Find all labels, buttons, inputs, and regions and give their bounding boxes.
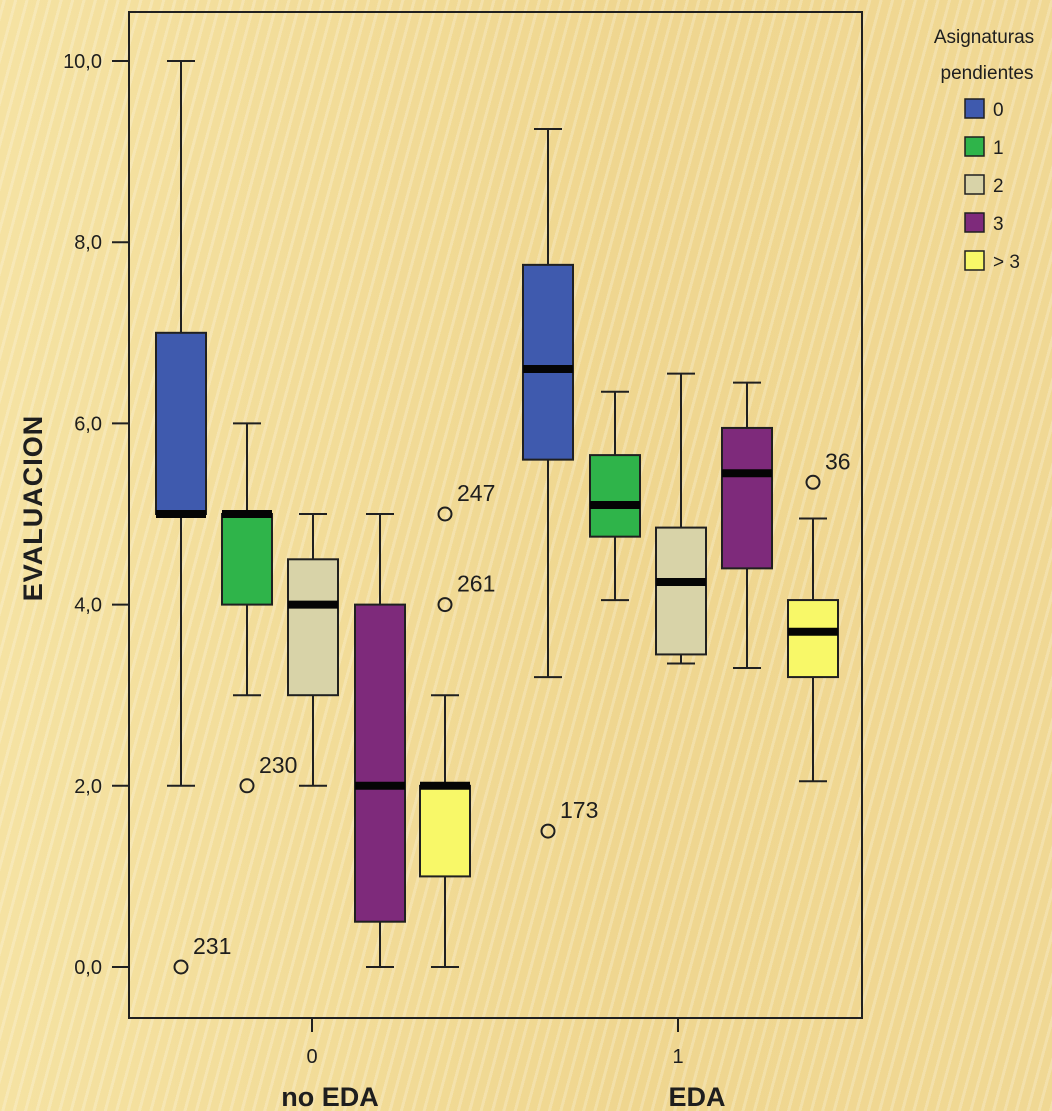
boxes-layer: 231 230 261 247 173 36 (155, 60, 851, 975)
y-tick-label-5: 10,0 (63, 51, 102, 73)
box-iqr (522, 263, 574, 461)
box-iqr (787, 599, 839, 679)
outlier-point (437, 506, 453, 522)
y-tick-label-2: 4,0 (74, 595, 102, 617)
legend-label: 1 (993, 138, 1004, 159)
y-axis: 0,0 2,0 4,0 6,0 8,0 10,0 (63, 51, 129, 979)
legend-swatch (964, 136, 985, 157)
box-iqr (721, 426, 773, 570)
legend-swatch (964, 250, 985, 271)
outlier-label: 247 (457, 480, 495, 506)
x-axis: 0 no EDA 1 EDA (281, 1018, 726, 1111)
box-iqr (354, 603, 406, 923)
outlier-label: 230 (259, 752, 297, 778)
outlier-point (805, 474, 821, 490)
box-0-4: 261 247 (419, 480, 495, 968)
legend-label: 0 (993, 100, 1004, 121)
legend: Asignaturas pendientes 0 1 2 3 > 3 (934, 27, 1034, 273)
legend-item-3: 3 (964, 212, 1004, 235)
legend-label: 2 (993, 176, 1004, 197)
box-0-0: 231 (155, 60, 231, 975)
x-tick-label-0: 0 (306, 1046, 317, 1068)
legend-swatch (964, 98, 985, 119)
outlier-label: 261 (457, 571, 495, 597)
legend-item-4: > 3 (964, 250, 1020, 273)
legend-title-line1: Asignaturas (934, 27, 1034, 48)
box-iqr (655, 526, 707, 656)
box-iqr (287, 558, 339, 697)
outlier-point (437, 597, 453, 613)
outlier-label: 36 (825, 448, 851, 474)
plot-frame (128, 11, 863, 1019)
legend-label: > 3 (993, 252, 1020, 273)
outlier-label: 173 (560, 797, 598, 823)
outlier-point (239, 778, 255, 794)
legend-label: 3 (993, 214, 1004, 235)
legend-swatch (964, 174, 985, 195)
legend-title-line2: pendientes (941, 63, 1034, 84)
box-1-0: 173 (522, 127, 598, 839)
box-0-3 (354, 513, 406, 968)
box-1-4: 36 (787, 448, 851, 783)
box-iqr (419, 784, 471, 878)
box-1-3 (721, 381, 773, 670)
category-label-0: no EDA (281, 1082, 379, 1111)
outlier-point (540, 823, 556, 839)
box-iqr (221, 513, 273, 606)
box-0-1: 230 (221, 422, 297, 794)
box-iqr (155, 331, 207, 515)
x-tick-label-1: 1 (672, 1046, 683, 1068)
box-iqr (589, 454, 641, 538)
legend-item-2: 2 (964, 174, 1004, 197)
y-tick-label-3: 6,0 (74, 413, 102, 435)
y-axis-title: EVALUACION (18, 415, 48, 602)
box-0-2 (287, 513, 339, 787)
legend-swatch (964, 212, 985, 233)
y-tick-label-0: 0,0 (74, 957, 102, 979)
box-1-1 (589, 390, 641, 602)
outlier-label: 231 (193, 933, 231, 959)
y-tick-label-1: 2,0 (74, 776, 102, 798)
legend-item-0: 0 (964, 98, 1004, 121)
category-label-1: EDA (668, 1082, 725, 1111)
legend-item-1: 1 (964, 136, 1004, 159)
outlier-point (173, 959, 189, 975)
box-1-2 (655, 372, 707, 665)
y-tick-label-4: 8,0 (74, 232, 102, 254)
